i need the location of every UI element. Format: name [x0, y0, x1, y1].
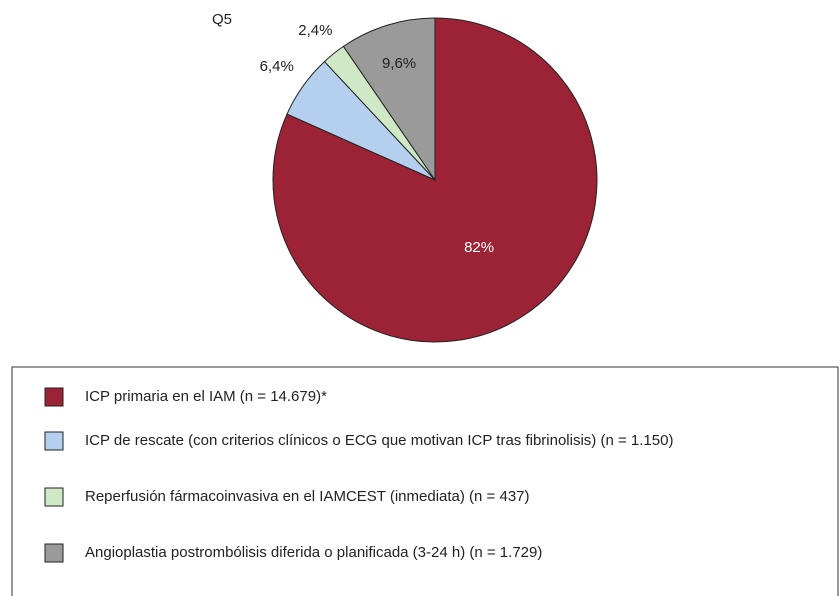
- legend-swatch: [44, 487, 64, 507]
- pie-slice: [342, 17, 436, 182]
- legend-label: ICP de rescate (con criterios clínicos o…: [85, 432, 673, 449]
- legend-label: Reperfusión fármacoinvasiva en el IAMCES…: [85, 488, 530, 505]
- slice-label: 6,4%: [260, 58, 294, 75]
- legend-box: [11, 366, 839, 596]
- slice-label: 9,6%: [382, 55, 416, 72]
- legend-label: Angioplastia postrombólisis diferida o p…: [85, 544, 542, 561]
- legend-swatch: [44, 431, 64, 451]
- legend-swatch: [44, 543, 64, 563]
- slice-label: 82%: [464, 239, 494, 256]
- legend-label: ICP primaria en el IAM (n = 14.679)*: [85, 388, 327, 405]
- slice-label: 2,4%: [298, 22, 332, 39]
- chart-title: Q5: [212, 11, 232, 28]
- legend-swatch: [44, 387, 64, 407]
